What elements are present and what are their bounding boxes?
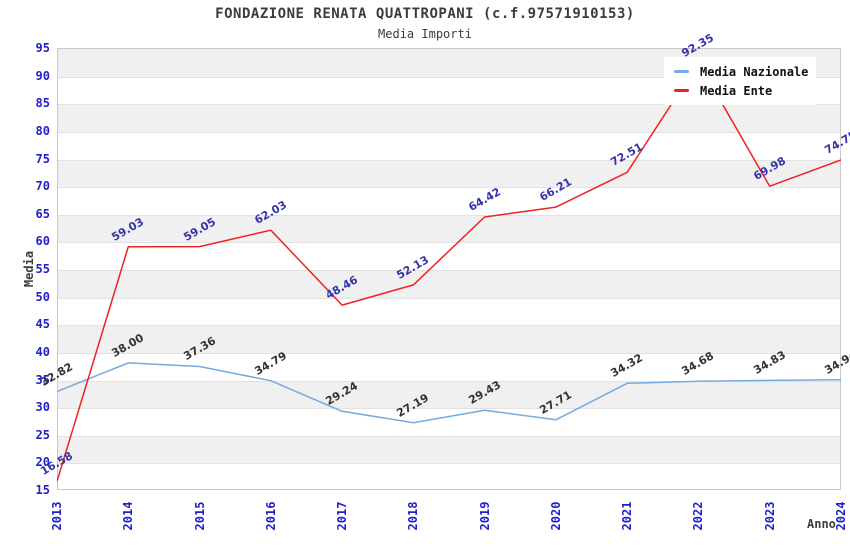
grid-line [58, 380, 840, 382]
x-tick-label: 2023 [762, 501, 777, 531]
x-tick-label: 2019 [477, 501, 492, 531]
x-tick-label: 2016 [263, 501, 278, 531]
grid-band [58, 104, 840, 132]
legend: Media Nazionale Media Ente [664, 57, 816, 105]
series-line-media-nazionale [57, 362, 841, 424]
grid-band [58, 270, 840, 298]
grid-line [58, 187, 840, 189]
y-tick-label: 45 [35, 317, 50, 332]
y-tick-label: 60 [35, 234, 50, 249]
grid-line [58, 463, 840, 465]
grid-band [58, 325, 840, 353]
x-tick-label: 2013 [50, 501, 64, 531]
y-tick-label: 20 [35, 455, 50, 470]
grid-band [58, 159, 840, 188]
x-tick-label: 2018 [406, 501, 421, 531]
x-tick-label: 2022 [691, 501, 706, 531]
grid-line [58, 242, 840, 244]
grid-band [58, 187, 840, 215]
y-tick-label: 55 [35, 262, 50, 276]
y-tick-label: 40 [35, 344, 50, 359]
grid-band [58, 214, 840, 243]
y-tick-label: 15 [35, 483, 50, 497]
grid-line [58, 325, 840, 327]
y-tick-label: 65 [35, 206, 50, 221]
grid-band [58, 408, 840, 436]
y-tick-label: 75 [35, 151, 50, 166]
grid-band [58, 463, 840, 489]
grid-line [58, 408, 840, 410]
grid-line [58, 104, 840, 106]
y-tick-label: 25 [35, 427, 50, 442]
legend-item-media-ente: Media Ente [674, 81, 816, 100]
grid-line [58, 352, 840, 354]
grid-band [58, 435, 840, 464]
grid-line [58, 76, 840, 78]
x-axis-title: Anno [807, 517, 836, 531]
grid-line [58, 435, 840, 437]
x-tick-label: 2014 [121, 501, 136, 531]
chart-subtitle: Media Importi [378, 27, 472, 41]
y-tick-label: 35 [35, 372, 50, 387]
x-tick-label: 2015 [192, 501, 207, 531]
grid-band [58, 297, 840, 326]
grid-band [58, 380, 840, 409]
y-tick-label: 30 [35, 400, 50, 415]
grid-line [58, 131, 840, 133]
legend-item-media-nazionale: Media Nazionale [674, 62, 816, 81]
x-tick-label: 2020 [548, 501, 563, 531]
x-tick-label: 2017 [335, 501, 350, 531]
grid-line [58, 159, 840, 161]
legend-line-swatch [674, 70, 689, 73]
grid-line [58, 270, 840, 271]
y-tick-label: 50 [35, 289, 50, 304]
grid-band [58, 352, 840, 381]
legend-item-label: Media Ente [700, 83, 773, 98]
x-tick-label: 2024 [834, 501, 848, 531]
grid-line [58, 214, 840, 216]
series-lines [57, 61, 841, 482]
grid-band [58, 131, 840, 160]
legend-item-label: Media Nazionale [700, 64, 809, 79]
x-tick-label: 2021 [620, 501, 635, 531]
grid-line [58, 297, 840, 299]
y-tick-label: 80 [35, 123, 50, 138]
y-tick-label: 95 [35, 41, 50, 55]
y-tick-label: 70 [35, 179, 50, 194]
legend-line-swatch [674, 89, 689, 92]
series-line-media-ente [57, 61, 841, 482]
y-tick-label: 85 [35, 96, 50, 111]
chart-title: FONDAZIONE RENATA QUATTROPANI (c.f.97571… [215, 6, 635, 22]
y-tick-label: 90 [35, 68, 50, 83]
